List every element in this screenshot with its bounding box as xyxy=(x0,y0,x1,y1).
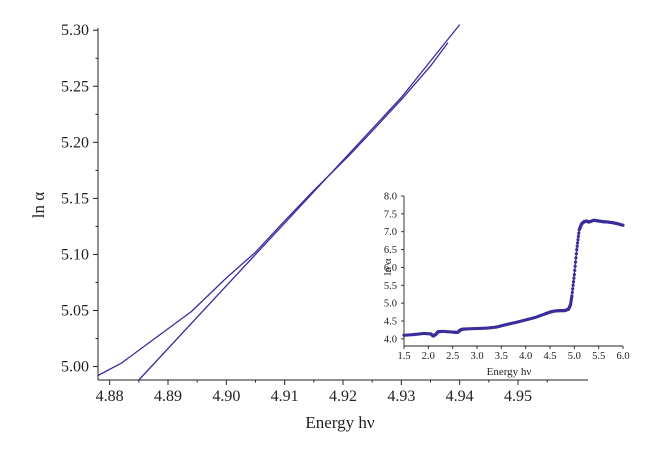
inset-x-tick-label: 5.5 xyxy=(592,351,605,362)
inset-series-point xyxy=(572,276,576,280)
inset-series-point xyxy=(570,290,574,295)
inset-x-tick-label: 5.0 xyxy=(568,351,581,362)
main-y-axis-title: ln α xyxy=(29,192,48,218)
main-x-tick-label: 4.89 xyxy=(154,388,182,405)
main-y-tick-label: 5.25 xyxy=(61,78,89,95)
inset-series-point xyxy=(573,268,577,273)
main-y-tick-label: 5.05 xyxy=(61,302,89,319)
main-y-tick-label: 5.30 xyxy=(61,22,89,39)
inset-series-point xyxy=(575,241,580,245)
inset-plot: 1.5 2.0 2.5 3.0 3.5 4.0 4.5 5.0 5.5 6.0 4.0 4.5 5.0 5… xyxy=(382,192,630,379)
inset-series-point xyxy=(574,252,578,256)
main-x-tick-label: 4.93 xyxy=(387,388,415,405)
inset-y-tick-label: 5.0 xyxy=(384,299,397,310)
inset-series-line-1 xyxy=(403,219,624,337)
inset-series-point xyxy=(575,247,579,252)
inset-series-point xyxy=(571,283,575,287)
inset-x-tick-label: 2.5 xyxy=(446,351,459,362)
inset-ticks: 1.5 2.0 2.5 3.0 3.5 4.0 4.5 5.0 5.5 6.0 4.0 4.5 5.0 5… xyxy=(384,192,630,363)
main-x-tick-label: 4.91 xyxy=(271,388,299,405)
inset-series-point xyxy=(570,294,574,298)
main-x-axis-title: Energy hν xyxy=(305,413,375,432)
main-y-tick-label: 5.20 xyxy=(61,134,89,151)
main-x-tick-label: 4.92 xyxy=(329,388,357,405)
inset-y-tick-label: 7.0 xyxy=(384,227,397,238)
main-plot: 4.88 4.89 4.90 4.91 4.92 4.93 4.94 4.955.005.05… xyxy=(29,22,588,432)
inset-series-point xyxy=(573,264,577,268)
inset-y-tick-label: 6.5 xyxy=(384,245,397,256)
inset-x-tick-label: 4.5 xyxy=(543,351,556,362)
inset-x-tick-label: 3.0 xyxy=(470,351,483,362)
inset-series-point xyxy=(571,280,576,284)
inset-series-point xyxy=(574,256,578,260)
main-x-tick-label: 4.94 xyxy=(446,388,474,405)
inset-series xyxy=(402,218,625,338)
inset-x-tick-label: 3.5 xyxy=(495,351,508,362)
inset-y-tick-label: 6.0 xyxy=(384,263,397,274)
inset-x-tick-label: 4.0 xyxy=(519,351,532,362)
inset-series-point xyxy=(572,272,576,277)
main-series-line-2 xyxy=(138,24,461,381)
inset-series-point xyxy=(577,231,581,235)
main-x-tick-label: 4.88 xyxy=(96,388,124,405)
inset-y-tick-label: 7.5 xyxy=(384,209,397,220)
inset-x-tick-label: 6.0 xyxy=(616,351,629,362)
inset-x-axis-title: Energy hν xyxy=(487,366,532,378)
inset-series-point xyxy=(575,244,579,248)
inset-series-point xyxy=(573,260,578,264)
main-y-tick-label: 5.10 xyxy=(61,246,89,263)
inset-series-point xyxy=(571,287,575,291)
inset-x-tick-label: 2.0 xyxy=(422,351,435,362)
inset-y-tick-label: 4.5 xyxy=(384,317,397,328)
inset-y-tick-label: 5.5 xyxy=(384,281,397,292)
main-y-tick-label: 5.00 xyxy=(61,359,89,376)
inset-series-point xyxy=(576,238,580,242)
inset-y-axis-title: ln α xyxy=(382,258,394,275)
main-x-tick-label: 4.90 xyxy=(212,388,240,405)
main-series-line-1 xyxy=(97,42,449,377)
inset-series-point xyxy=(621,223,625,227)
main-x-tick-label: 4.95 xyxy=(504,388,532,405)
main-ticks: 4.88 4.89 4.90 4.91 4.92 4.93 4.94 4.955.005.05… xyxy=(61,22,588,405)
inset-series-point xyxy=(576,234,580,239)
main-series xyxy=(97,24,461,381)
inset-y-tick-label: 8.0 xyxy=(384,192,397,203)
inset-x-tick-label: 1.5 xyxy=(397,351,410,362)
inset-y-tick-label: 4.0 xyxy=(384,334,397,345)
main-y-tick-label: 5.15 xyxy=(61,190,89,207)
